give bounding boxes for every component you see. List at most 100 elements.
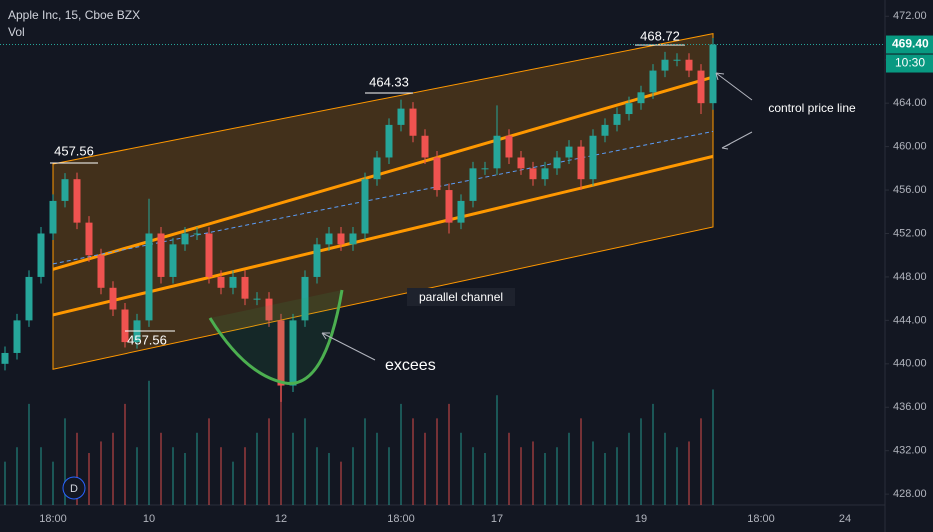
x-tick-label: 10	[143, 513, 155, 525]
volume-bar	[532, 441, 534, 505]
volume-bar	[628, 432, 630, 505]
x-tick-label: 17	[491, 513, 503, 525]
candle-body	[25, 276, 33, 321]
volume-bar	[268, 418, 270, 505]
control-label: control price line	[768, 101, 856, 115]
volume-bar	[52, 461, 54, 505]
volume-bar	[100, 441, 102, 505]
candle-body	[145, 233, 153, 321]
excess-label: excees	[385, 357, 436, 374]
volume-bar	[388, 447, 390, 505]
volume-bar	[148, 380, 150, 505]
y-tick-label: 440.00	[893, 358, 927, 370]
y-tick-label: 456.00	[893, 184, 927, 196]
candle-body	[373, 157, 381, 180]
candle-body	[37, 233, 45, 277]
volume-bar	[508, 432, 510, 505]
candle-body	[229, 276, 237, 288]
candle-body	[217, 276, 225, 288]
candle-body	[481, 168, 489, 170]
volume-bar	[112, 432, 114, 505]
volume-bar	[40, 447, 42, 505]
candle-body	[445, 190, 453, 223]
volume-bar	[460, 432, 462, 505]
candle-body	[205, 233, 213, 277]
candle-body	[469, 168, 477, 201]
candle-body	[505, 135, 513, 158]
volume-bar	[172, 447, 174, 505]
volume-bar	[292, 432, 294, 505]
x-tick-label: 18:00	[387, 513, 415, 525]
candle-body	[193, 233, 201, 235]
volume-bar	[220, 447, 222, 505]
volume-bar	[64, 418, 66, 505]
volume-bar	[580, 418, 582, 505]
last-time-label: 10:30	[895, 56, 925, 70]
candle-body	[253, 298, 261, 300]
candle-body	[157, 233, 165, 277]
volume-bar	[484, 453, 486, 505]
candle-body	[673, 59, 681, 61]
candle-body	[517, 157, 525, 169]
volume-bar	[676, 447, 678, 505]
volume-bar	[400, 403, 402, 505]
candle-body	[553, 157, 561, 169]
candle-body	[601, 124, 609, 136]
candle-body	[49, 200, 57, 234]
last-price-label: 469.40	[892, 37, 929, 51]
candle-body	[97, 255, 105, 288]
volume-bar	[376, 432, 378, 505]
volume-bar	[712, 389, 714, 505]
volume-layer	[4, 375, 714, 505]
volume-bar	[448, 403, 450, 505]
candle-body	[109, 287, 117, 310]
volume-bar	[352, 447, 354, 505]
volume-bar	[16, 447, 18, 505]
volume-bar	[652, 403, 654, 505]
y-tick-label: 448.00	[893, 271, 927, 283]
candle-body	[337, 233, 345, 245]
last-price-box	[886, 35, 933, 54]
volume-bar	[208, 418, 210, 505]
candle-body	[361, 179, 369, 234]
candle-body	[697, 70, 705, 104]
candle-body	[661, 59, 669, 71]
volume-bar	[76, 432, 78, 505]
price-annotation: 464.33	[369, 74, 409, 89]
candle-body	[433, 157, 441, 191]
marker-label: D	[70, 483, 78, 495]
price-annotation: 457.56	[127, 332, 167, 347]
candle-body	[493, 135, 501, 169]
x-tick-label: 24	[839, 513, 851, 525]
y-tick-label: 444.00	[893, 314, 927, 326]
volume-bar	[424, 432, 426, 505]
y-tick-label: 428.00	[893, 488, 927, 500]
candle-body	[73, 179, 81, 223]
candle-body	[181, 233, 189, 245]
candle-body	[265, 298, 273, 321]
candle-body	[613, 114, 621, 125]
candle-body	[457, 200, 465, 223]
volume-bar	[364, 418, 366, 505]
volume-bar	[568, 432, 570, 505]
volume-bar	[604, 453, 606, 505]
volume-bar	[556, 447, 558, 505]
price-annotation: 457.56	[54, 143, 94, 158]
y-tick-label: 472.00	[893, 10, 927, 22]
x-tick-label: 19	[635, 513, 647, 525]
candle-body	[85, 222, 93, 256]
volume-bar	[436, 418, 438, 505]
candle-body	[325, 233, 333, 245]
y-tick-label: 432.00	[893, 445, 927, 457]
y-tick-label: 460.00	[893, 141, 927, 153]
last-time-box	[886, 54, 933, 73]
candle-body	[649, 70, 657, 93]
volume-bar	[256, 432, 258, 505]
volume-bar	[688, 441, 690, 505]
candle-body	[349, 233, 357, 245]
x-tick-label: 12	[275, 513, 287, 525]
candle-body	[61, 179, 69, 201]
candle-body	[529, 168, 537, 180]
